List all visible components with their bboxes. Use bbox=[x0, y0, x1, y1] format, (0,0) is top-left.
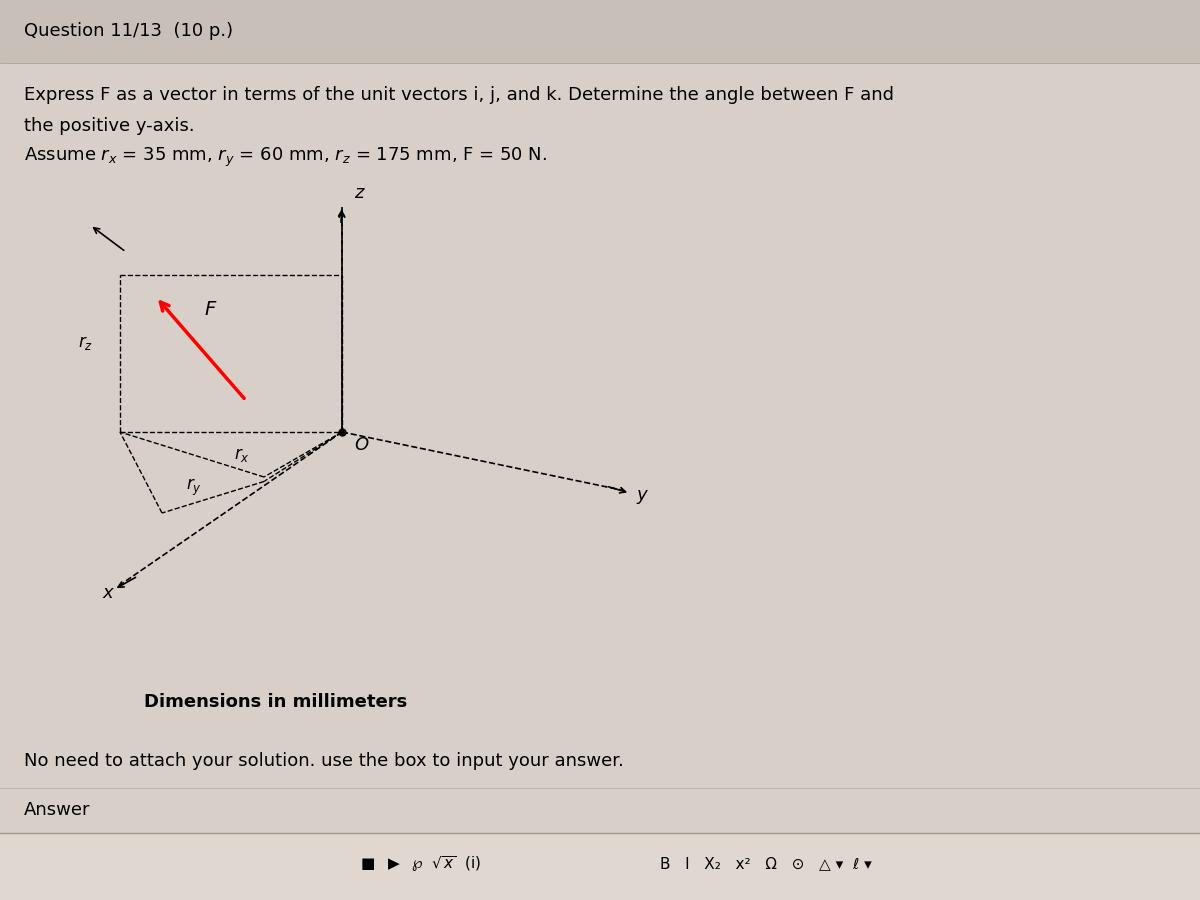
Text: z: z bbox=[354, 184, 364, 202]
Text: $F$: $F$ bbox=[204, 300, 217, 319]
Text: Dimensions in millimeters: Dimensions in millimeters bbox=[144, 693, 407, 711]
Text: No need to attach your solution. use the box to input your answer.: No need to attach your solution. use the… bbox=[24, 752, 624, 770]
Text: Answer: Answer bbox=[24, 801, 90, 819]
Text: $\blacksquare$  $\blacktriangleright$  $\wp$  $\sqrt{x}$  (i): $\blacksquare$ $\blacktriangleright$ $\w… bbox=[360, 854, 481, 874]
Text: Assume $r_x$ = 35 mm, $r_y$ = 60 mm, $r_z$ = 175 mm, F = 50 N.: Assume $r_x$ = 35 mm, $r_y$ = 60 mm, $r_… bbox=[24, 146, 547, 169]
FancyBboxPatch shape bbox=[0, 832, 1200, 900]
Text: Question 11/13  (10 p.): Question 11/13 (10 p.) bbox=[24, 22, 233, 40]
Text: $r_x$: $r_x$ bbox=[234, 446, 250, 464]
Text: y: y bbox=[636, 485, 647, 503]
FancyBboxPatch shape bbox=[0, 0, 1200, 63]
Text: O: O bbox=[354, 436, 368, 454]
Text: $r_z$: $r_z$ bbox=[78, 334, 94, 352]
Text: x: x bbox=[102, 584, 113, 602]
Text: the positive y-axis.: the positive y-axis. bbox=[24, 117, 194, 135]
Text: Express F as a vector in terms of the unit vectors i, j, and k. Determine the an: Express F as a vector in terms of the un… bbox=[24, 86, 894, 104]
Text: $r_y$: $r_y$ bbox=[186, 477, 202, 499]
Text: B   I   X₂   x²   Ω   ⊙   △ ▾  ℓ ▾: B I X₂ x² Ω ⊙ △ ▾ ℓ ▾ bbox=[660, 857, 871, 871]
